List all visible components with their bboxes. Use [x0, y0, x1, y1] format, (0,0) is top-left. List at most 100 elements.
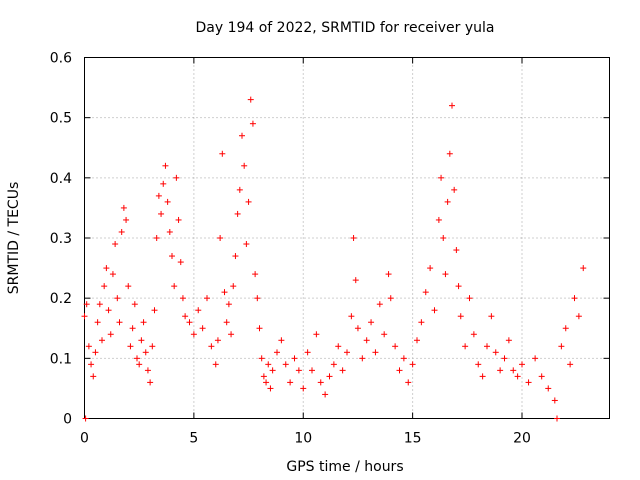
data-point [129, 325, 136, 332]
data-point [497, 367, 504, 374]
data-point [322, 391, 329, 398]
data-point [169, 253, 175, 260]
data-point [455, 283, 462, 290]
data-point [282, 361, 289, 368]
data-point [354, 325, 361, 332]
data-point [171, 283, 178, 290]
data-point [82, 415, 89, 422]
data-point [162, 162, 169, 169]
data-point [85, 343, 92, 350]
data-point [136, 361, 143, 368]
data-point [304, 349, 311, 356]
data-point [558, 343, 565, 350]
x-tick-label: 5 [189, 431, 198, 447]
data-point [199, 325, 206, 332]
data-point [234, 210, 241, 217]
data-point [195, 307, 202, 314]
data-point [208, 343, 215, 350]
data-point [470, 331, 477, 338]
y-tick-label: 0.3 [50, 231, 72, 247]
data-point [519, 361, 525, 368]
data-point [313, 331, 320, 338]
y-tick-label: 0 [63, 412, 72, 428]
data-point [131, 301, 138, 308]
data-point [260, 373, 267, 380]
data-point [214, 337, 221, 344]
data-point [142, 349, 149, 356]
data-point [442, 271, 449, 278]
data-point [153, 235, 160, 241]
data-point [510, 367, 517, 374]
data-point [309, 367, 315, 374]
data-point [571, 295, 578, 302]
x-tick-label: 20 [513, 431, 531, 447]
data-point [551, 397, 558, 404]
data-point [217, 235, 224, 241]
data-point [368, 319, 375, 326]
data-point [88, 361, 95, 368]
data-point [138, 337, 145, 344]
data-point [392, 343, 399, 350]
data-point [267, 385, 274, 392]
data-point [166, 228, 173, 235]
data-point [339, 367, 346, 374]
data-point [344, 349, 350, 356]
grid [84, 57, 610, 419]
data-point [258, 355, 265, 362]
data-point [243, 241, 250, 248]
data-point [177, 259, 184, 266]
data-point [158, 210, 165, 217]
data-point [385, 271, 392, 278]
data-point [300, 385, 307, 392]
data-point [457, 313, 464, 320]
data-point [418, 319, 425, 326]
data-point [330, 361, 337, 368]
data-point [405, 379, 412, 386]
data-point [204, 295, 210, 302]
data-point [446, 150, 453, 157]
data-point [291, 355, 298, 362]
data-point [396, 367, 403, 374]
data-point [554, 415, 560, 422]
data-point [149, 343, 156, 350]
data-point [123, 216, 130, 223]
data-point [484, 343, 490, 350]
data-point [155, 192, 162, 199]
data-point [451, 186, 458, 193]
data-point [514, 373, 521, 380]
data-point [525, 379, 532, 386]
data-point [182, 313, 189, 320]
data-point [409, 361, 416, 368]
data-point [387, 295, 394, 302]
data-point [562, 325, 569, 332]
y-axis-label: SRMTID / TECUs [6, 182, 22, 295]
x-tick-labels: 0 5 10 15 20 [80, 431, 531, 447]
data-point [140, 319, 147, 326]
data-point [225, 301, 232, 308]
y-tick-label: 0.5 [50, 111, 72, 127]
data-point [440, 235, 447, 241]
data-point [256, 325, 263, 332]
data-point [431, 307, 438, 314]
data-point [532, 355, 539, 362]
data-point [81, 313, 88, 320]
data-point [241, 162, 248, 169]
data-point [179, 295, 186, 302]
data-point [479, 373, 486, 380]
data-point [127, 343, 134, 350]
data-point [83, 301, 90, 308]
data-point [265, 361, 272, 368]
data-point [381, 331, 388, 338]
data-point [538, 373, 545, 380]
data-point [287, 379, 294, 386]
data-point [453, 247, 460, 254]
data-point [94, 319, 101, 326]
data-point [278, 337, 285, 344]
data-point [501, 355, 508, 362]
data-point [422, 289, 429, 296]
data-point [505, 337, 512, 344]
data-point [274, 349, 280, 356]
data-point [173, 174, 180, 181]
